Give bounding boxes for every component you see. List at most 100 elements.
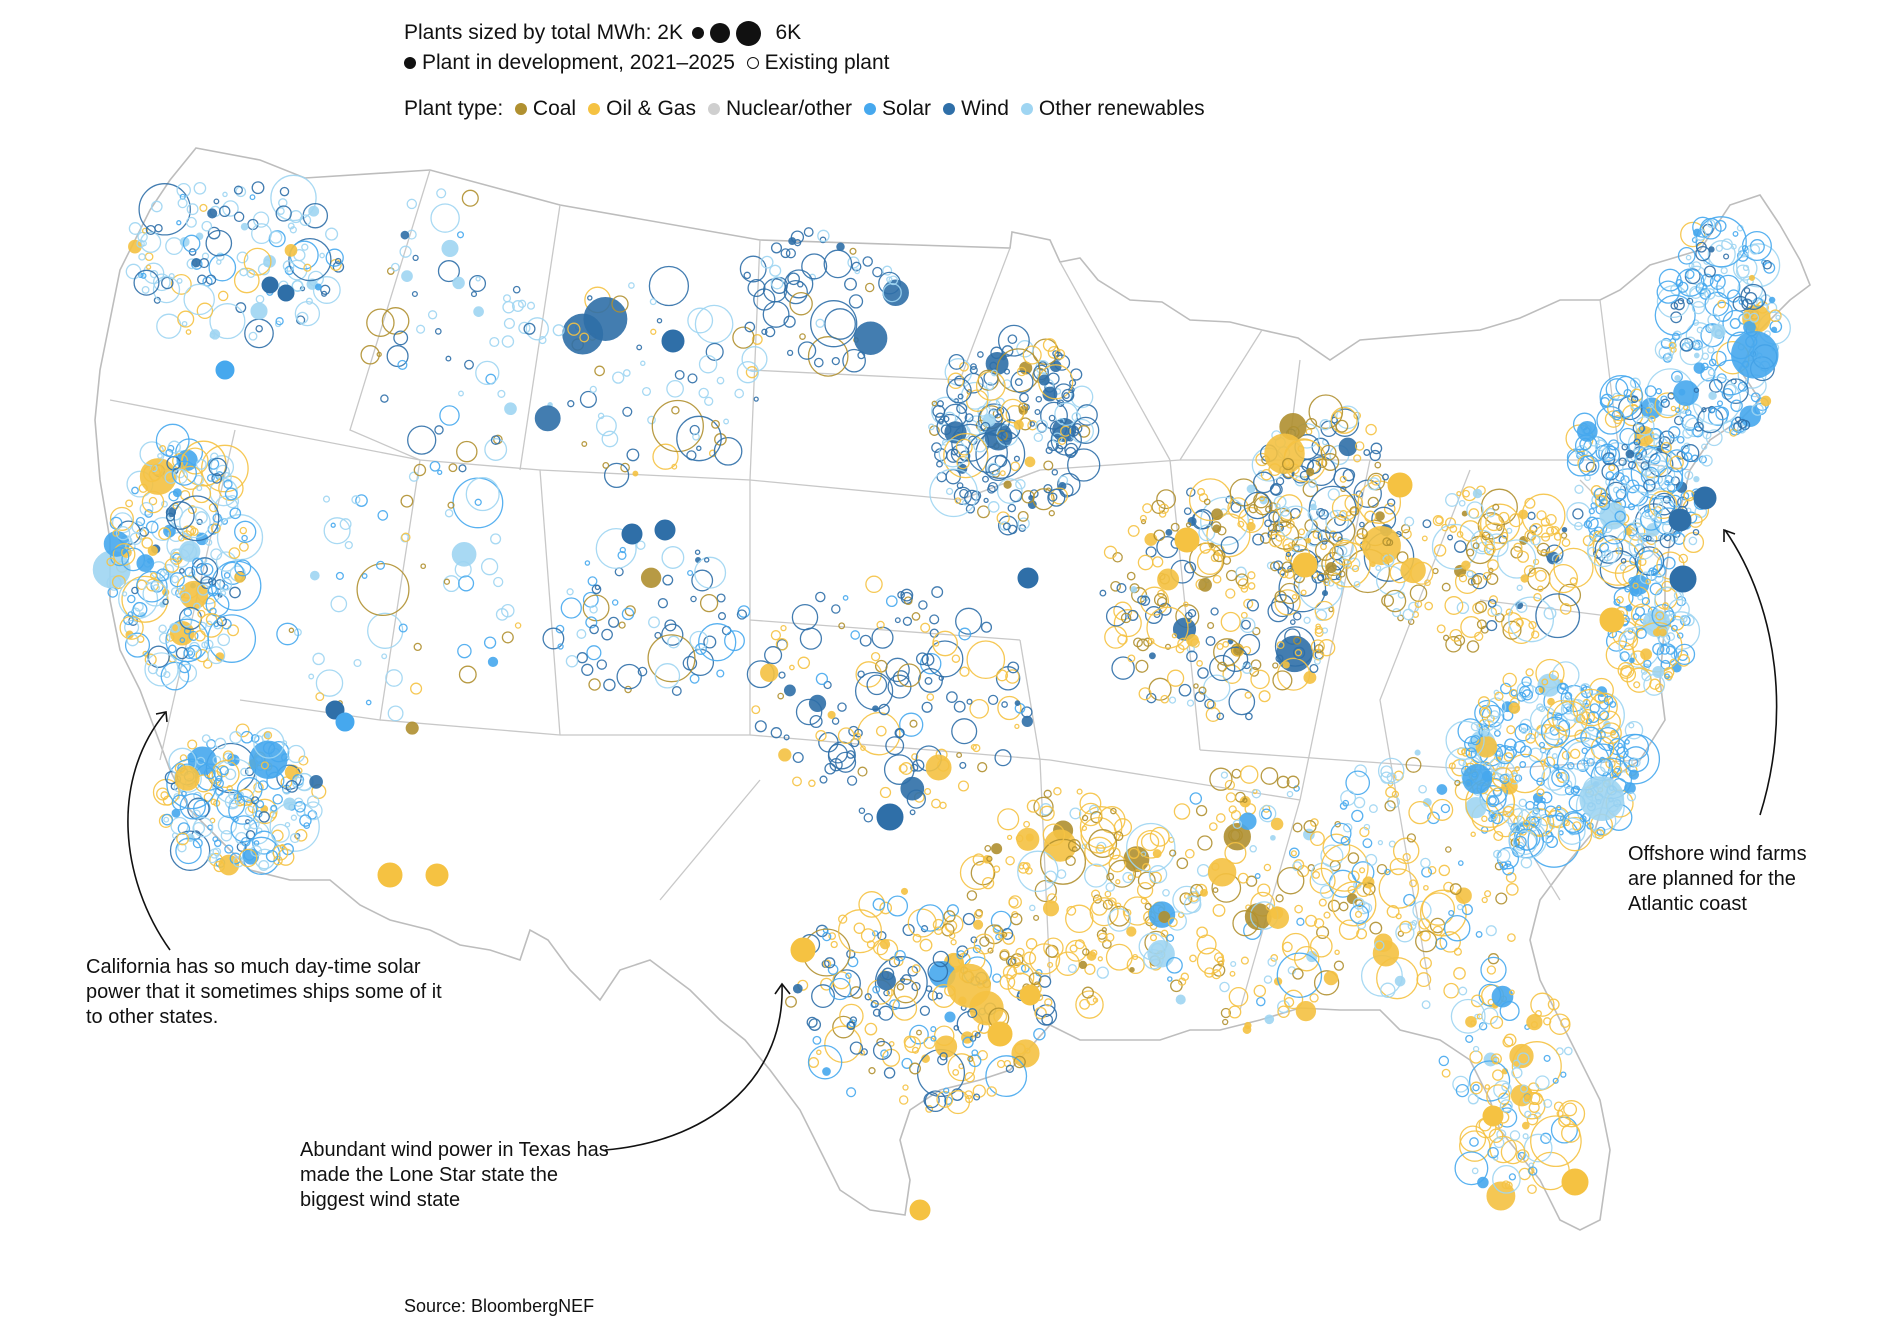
plant-marker	[1370, 442, 1383, 455]
plant-marker	[801, 253, 828, 280]
plant-marker	[1530, 822, 1537, 828]
plant-marker	[319, 252, 325, 259]
plant-marker	[650, 328, 657, 335]
plant-marker	[1453, 967, 1466, 980]
plant-marker	[210, 523, 221, 534]
plant-marker	[1552, 700, 1589, 737]
plant-marker	[1397, 614, 1405, 622]
plant-marker	[193, 181, 207, 195]
plant-marker	[233, 211, 245, 223]
plant-marker	[637, 666, 648, 677]
plant-marker	[1682, 531, 1705, 554]
plant-marker	[1356, 527, 1368, 540]
plant-marker	[1683, 442, 1691, 450]
plant-marker	[1009, 956, 1021, 969]
plant-marker	[1419, 957, 1432, 970]
plant-marker	[977, 369, 999, 391]
plant-marker	[1122, 871, 1134, 884]
plant-marker	[1277, 1005, 1290, 1018]
plant-marker	[1287, 542, 1295, 549]
plant-marker	[285, 780, 299, 793]
plant-marker	[1695, 245, 1711, 262]
plant-marker	[1594, 443, 1602, 451]
plant-marker	[474, 498, 482, 506]
plant-marker	[581, 441, 588, 447]
plant-marker	[1498, 511, 1510, 523]
plant-marker	[1528, 620, 1537, 630]
plant-marker	[971, 1049, 979, 1057]
plant-marker	[1700, 454, 1713, 467]
size-dot-medium	[709, 23, 730, 43]
plant-marker	[1515, 601, 1528, 613]
plant-marker	[138, 253, 146, 261]
plant-marker	[1287, 966, 1296, 975]
plant-marker	[207, 226, 221, 240]
plant-marker	[205, 592, 230, 617]
plant-marker	[582, 594, 610, 622]
plant-marker	[199, 258, 210, 269]
plant-marker	[1660, 441, 1672, 453]
plant-marker	[131, 486, 139, 495]
plant-marker	[951, 448, 959, 456]
plant-marker	[152, 584, 160, 592]
plant-marker	[385, 669, 403, 687]
plant-marker	[196, 302, 214, 320]
plant-marker	[853, 732, 862, 741]
plant-marker	[1298, 565, 1343, 610]
plant-marker	[1693, 387, 1700, 393]
plant-marker	[1685, 409, 1692, 416]
plant-marker	[377, 510, 389, 521]
plant-marker	[221, 472, 232, 483]
plant-marker	[1375, 565, 1406, 596]
plant-marker	[1431, 798, 1454, 821]
plant-marker	[1076, 788, 1083, 795]
plant-marker	[1237, 872, 1249, 884]
plant-marker	[199, 203, 208, 212]
plant-marker	[367, 612, 404, 649]
plant-marker	[1664, 352, 1674, 362]
plant-marker	[997, 515, 1018, 536]
plant-marker	[445, 355, 452, 362]
plant-marker	[286, 744, 306, 764]
plant-marker	[579, 332, 590, 343]
plant-marker	[1144, 902, 1152, 911]
plant-marker	[1164, 643, 1172, 650]
plant-marker	[179, 540, 201, 563]
plant-marker	[986, 1086, 997, 1097]
plant-marker	[1243, 491, 1272, 520]
plant-marker	[1046, 893, 1058, 904]
plant-marker	[1380, 552, 1390, 563]
plant-marker	[1671, 370, 1683, 383]
plant-marker	[1298, 528, 1306, 536]
plant-marker	[366, 308, 395, 337]
plant-marker	[671, 406, 680, 415]
plant-marker	[1237, 520, 1245, 528]
plant-marker	[792, 983, 803, 994]
plant-marker	[1438, 864, 1451, 877]
plant-marker	[490, 533, 502, 545]
plant-marker	[1334, 820, 1341, 828]
plant-marker	[308, 205, 320, 217]
plant-marker	[1643, 659, 1652, 668]
plant-marker	[842, 595, 849, 601]
plant-marker	[1750, 392, 1761, 403]
plant-marker	[760, 255, 774, 269]
plant-marker	[1354, 910, 1363, 918]
plant-marker	[1716, 400, 1724, 407]
plant-marker	[456, 440, 478, 463]
plant-marker	[848, 294, 864, 309]
plant-marker	[210, 452, 219, 461]
plant-marker	[770, 242, 783, 254]
plant-marker	[955, 438, 973, 456]
plant-marker	[946, 377, 972, 404]
plant-marker	[1643, 479, 1656, 492]
plant-marker	[1760, 395, 1772, 407]
plant-marker	[211, 759, 240, 789]
plant-marker	[797, 341, 817, 360]
plant-marker	[786, 349, 794, 357]
plant-marker	[824, 1025, 862, 1064]
plant-marker	[1432, 515, 1444, 527]
plant-marker	[931, 442, 942, 453]
plant-marker	[1303, 616, 1311, 624]
plant-marker-large	[654, 519, 676, 541]
